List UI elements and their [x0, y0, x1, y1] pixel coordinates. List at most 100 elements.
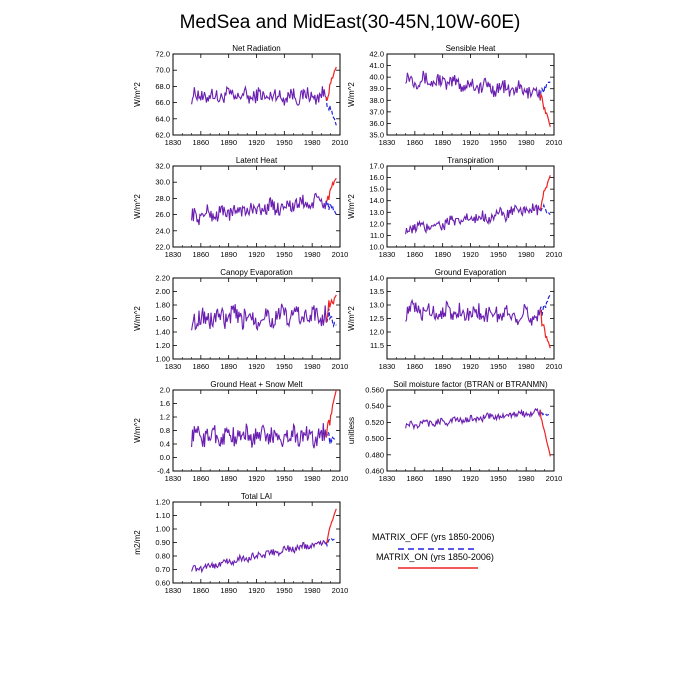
x-tick-label: 2010: [546, 250, 563, 259]
x-tick-label: 1980: [518, 362, 535, 371]
y-tick-label: 1.60: [155, 314, 170, 323]
y-tick-label: 1.00: [155, 355, 170, 364]
y-tick-label: 13.5: [369, 287, 384, 296]
panel-title: Transpiration: [447, 156, 493, 165]
figure-title: MedSea and MidEast(30-45N,10W-60E): [180, 12, 521, 33]
y-tick-label: 10.0: [369, 243, 384, 252]
panel-ground-heat-snow-melt: Ground Heat + Snow Melt W/m^2 1830 1860 1890…: [133, 380, 348, 483]
y-tick-label: 28.0: [155, 194, 170, 203]
y-axis-label: W/m^2: [133, 418, 142, 443]
plot-frame: [172, 501, 341, 584]
x-tick-label: 1920: [248, 250, 265, 259]
y-tick-label: 1.2: [160, 413, 170, 422]
series-combined-line: [191, 303, 327, 332]
y-axis-label: W/m^2: [133, 194, 142, 219]
y-tick-label: 17.0: [369, 162, 384, 171]
series-combined-line: [405, 407, 541, 431]
y-tick-label: 1.80: [155, 301, 170, 310]
series-combined-line: [191, 192, 327, 226]
panel-net-radiation: Net Radiation W/m^2 1830 1860 1890 1920 1950 19…: [133, 44, 348, 147]
y-tick-label: 0.90: [155, 538, 170, 547]
y-tick-label: 0.500: [365, 434, 384, 443]
x-tick-label: 1890: [220, 362, 237, 371]
y-tick-label: 1.20: [155, 498, 170, 507]
x-tick-label: 1920: [248, 138, 265, 147]
series-matrix-off-line: [325, 96, 337, 126]
series-matrix-on-line: [325, 66, 337, 101]
x-tick-label: 1950: [276, 250, 293, 259]
y-tick-label: 0.520: [365, 418, 384, 427]
x-tick-label: 1920: [462, 138, 479, 147]
plot-frame: [386, 389, 555, 472]
panel-title: Sensible Heat: [446, 44, 497, 53]
x-tick-label: 1980: [304, 362, 321, 371]
series-combined-line: [405, 298, 541, 326]
y-tick-label: 12.0: [369, 328, 384, 337]
series-combined-line: [191, 84, 327, 106]
x-tick-label: 1890: [434, 474, 451, 483]
series-combined-line: [191, 422, 327, 449]
y-tick-label: 0.4: [160, 440, 170, 449]
series-matrix-off-line: [539, 81, 551, 101]
y-axis-label: W/m^2: [133, 82, 142, 107]
x-tick-label: 1950: [276, 586, 293, 595]
y-tick-label: 14.0: [369, 274, 384, 283]
y-tick-label: 0.0: [160, 453, 170, 462]
x-tick-label: 1950: [276, 138, 293, 147]
series-combined-line: [405, 203, 541, 235]
x-tick-label: 1830: [165, 250, 182, 259]
x-tick-label: 1890: [220, 250, 237, 259]
series-matrix-off-line: [325, 308, 337, 329]
x-tick-label: 1890: [434, 138, 451, 147]
x-tick-label: 1950: [276, 362, 293, 371]
y-tick-label: 62.0: [155, 131, 170, 140]
x-tick-label: 1890: [434, 250, 451, 259]
y-tick-label: 70.0: [155, 66, 170, 75]
y-tick-label: 0.560: [365, 386, 384, 395]
plot-frame: [386, 53, 555, 136]
x-tick-label: 1860: [192, 138, 209, 147]
y-tick-label: 12.0: [369, 219, 384, 228]
x-tick-label: 2010: [332, 250, 349, 259]
y-tick-label: 40.0: [369, 73, 384, 82]
panel-total-lai: Total LAI m2/m2 1830 1860 1890 1920 1950 1980 20…: [133, 492, 348, 595]
x-tick-label: 2010: [546, 138, 563, 147]
x-tick-label: 1860: [406, 474, 423, 483]
panel-ground-evaporation: Ground Evaporation W/m^2 1830 1860 1890 1920 1…: [347, 268, 562, 371]
x-tick-label: 1830: [379, 250, 396, 259]
x-tick-label: 1860: [192, 474, 209, 483]
x-tick-label: 1920: [462, 474, 479, 483]
y-tick-label: 12.5: [369, 314, 384, 323]
y-tick-label: 1.20: [155, 341, 170, 350]
x-tick-label: 2010: [332, 362, 349, 371]
x-tick-label: 1890: [220, 138, 237, 147]
x-tick-label: 1920: [248, 362, 265, 371]
legend-off-label: MATRIX_OFF (yrs 1850-2006): [372, 532, 494, 542]
y-tick-label: 2.20: [155, 274, 170, 283]
y-tick-label: 15.0: [369, 185, 384, 194]
panel-latent-heat: Latent Heat W/m^2 1830 1860 1890 1920 1950 1980…: [133, 156, 348, 259]
series-matrix-off-line: [539, 202, 551, 216]
y-tick-label: 1.40: [155, 328, 170, 337]
x-tick-label: 2010: [332, 138, 349, 147]
panel-title: Canopy Evaporation: [220, 268, 293, 277]
x-tick-label: 1830: [165, 362, 182, 371]
x-tick-label: 1980: [304, 138, 321, 147]
panel-soil-moisture-factor-btran-or-btranmn: Soil moisture factor (BTRAN or BTRANMN) u…: [347, 380, 562, 483]
x-tick-label: 1950: [490, 362, 507, 371]
x-tick-label: 1980: [304, 474, 321, 483]
y-tick-label: 0.460: [365, 467, 384, 476]
x-tick-label: 1980: [304, 586, 321, 595]
series-matrix-off-line: [325, 200, 337, 215]
x-tick-label: 1830: [379, 138, 396, 147]
panel-title: Total LAI: [241, 492, 272, 501]
y-tick-label: 0.80: [155, 552, 170, 561]
series-matrix-on-line: [326, 177, 337, 202]
y-tick-label: 0.60: [155, 579, 170, 588]
x-tick-label: 1980: [518, 138, 535, 147]
y-tick-label: 66.0: [155, 98, 170, 107]
panel-title: Latent Heat: [236, 156, 278, 165]
x-tick-label: 1830: [165, 474, 182, 483]
series-combined-line: [191, 539, 327, 574]
